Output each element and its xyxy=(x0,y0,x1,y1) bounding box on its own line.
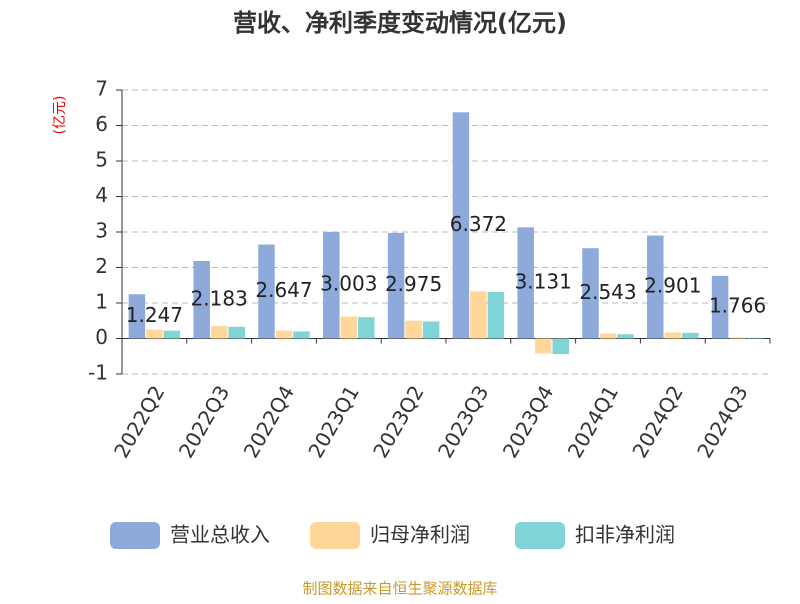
y-tick-label: 2 xyxy=(95,254,108,278)
bar xyxy=(422,321,440,339)
bar xyxy=(487,291,505,339)
legend-label: 扣非净利润 xyxy=(575,523,675,547)
value-label: 2.975 xyxy=(385,272,442,296)
bar xyxy=(146,329,163,339)
value-label: 6.372 xyxy=(450,212,507,236)
x-tick-label: 2024Q3 xyxy=(692,381,752,462)
bar xyxy=(340,316,358,339)
bar xyxy=(746,337,764,339)
value-label: 2.543 xyxy=(579,280,636,304)
bar xyxy=(582,248,599,339)
value-label: 2.183 xyxy=(191,286,248,310)
bar xyxy=(163,330,181,339)
bar xyxy=(711,275,729,339)
x-tick-label: 2022Q4 xyxy=(239,381,299,462)
bar xyxy=(664,332,682,339)
bar xyxy=(275,330,293,339)
bar xyxy=(599,333,617,339)
bar xyxy=(682,332,699,339)
value-label: 1.766 xyxy=(709,294,766,318)
x-tick-label: 2024Q1 xyxy=(563,381,623,462)
y-unit: (亿元) xyxy=(52,96,68,135)
bar xyxy=(228,326,245,339)
value-label: 2.647 xyxy=(255,278,312,302)
bar xyxy=(534,338,552,354)
bar xyxy=(358,317,375,339)
x-tick-label: 2023Q4 xyxy=(498,381,558,462)
chart-title: 营收、净利季度变动情况(亿元) xyxy=(233,9,567,37)
x-tick-label: 2023Q2 xyxy=(368,381,428,462)
bar xyxy=(452,112,470,339)
bar xyxy=(470,291,487,339)
legend-swatch xyxy=(515,522,565,549)
bar xyxy=(210,326,228,339)
bar xyxy=(323,231,340,339)
y-tick-label: -1 xyxy=(88,361,108,385)
legend-swatch xyxy=(110,522,160,549)
bar xyxy=(387,232,405,339)
bar xyxy=(258,244,275,339)
value-label: 2.901 xyxy=(644,274,701,298)
y-tick-label: 4 xyxy=(95,183,108,207)
x-tick-label: 2024Q2 xyxy=(627,381,687,462)
value-label: 3.131 xyxy=(515,269,572,293)
y-tick-label: 7 xyxy=(95,77,108,101)
y-tick-label: 5 xyxy=(95,148,108,172)
y-tick-label: 6 xyxy=(95,112,108,136)
legend-label: 营业总收入 xyxy=(170,523,270,547)
bar xyxy=(617,334,634,339)
x-tick-label: 2023Q3 xyxy=(433,381,493,462)
bar xyxy=(293,331,310,339)
legend-swatch xyxy=(310,522,360,549)
bar xyxy=(552,338,569,355)
bar xyxy=(647,235,664,339)
y-tick-label: 3 xyxy=(95,219,108,243)
legend-label: 归母净利润 xyxy=(370,523,470,547)
x-tick-label: 2022Q2 xyxy=(109,381,169,462)
bar xyxy=(405,320,422,339)
value-label: 1.247 xyxy=(126,303,183,327)
x-tick-label: 2022Q3 xyxy=(174,381,234,462)
source: 制图数据来自恒生聚源数据库 xyxy=(302,580,497,598)
value-label: 3.003 xyxy=(320,272,377,296)
bar xyxy=(128,294,146,339)
y-tick-label: 1 xyxy=(95,290,108,314)
y-tick-label: 0 xyxy=(95,325,108,349)
x-tick-label: 2023Q1 xyxy=(303,381,363,462)
bar xyxy=(517,227,534,339)
bar xyxy=(729,337,746,339)
bar xyxy=(193,261,210,339)
